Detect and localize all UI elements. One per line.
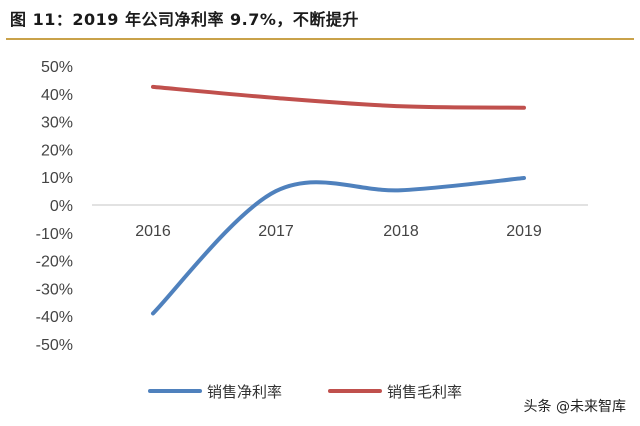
- legend-label-1: 销售净利率: [207, 383, 282, 401]
- legend: 销售净利率 销售毛利率: [148, 383, 462, 401]
- y-tick-label: 50%: [41, 59, 73, 76]
- x-axis: 2016 2017 2018 2019: [135, 223, 542, 240]
- chart-title: 图 11：2019 年公司净利率 9.7%，不断提升: [10, 10, 359, 29]
- y-tick-label: 40%: [41, 87, 73, 104]
- y-axis: 50% 40% 30% 20% 10% 0% -10% -20% -30% -40% -50%: [36, 59, 73, 354]
- x-tick-label: 2016: [135, 223, 171, 240]
- series-group: [151, 84, 526, 316]
- x-tick-label: 2018: [383, 223, 419, 240]
- y-tick-label: 30%: [41, 115, 73, 132]
- series-line-1: [151, 176, 526, 316]
- y-tick-label: 10%: [41, 170, 73, 187]
- x-tick-label: 2019: [506, 223, 542, 240]
- series-line-2: [151, 84, 526, 110]
- watermark: 头条 @未来智库: [521, 396, 628, 416]
- y-tick-label: 0%: [50, 198, 73, 215]
- y-tick-label: -40%: [36, 309, 73, 326]
- y-tick-label: 20%: [41, 142, 73, 159]
- y-tick-label: -30%: [36, 281, 73, 298]
- legend-label-2: 销售毛利率: [387, 383, 462, 401]
- y-tick-label: -50%: [36, 337, 73, 354]
- y-tick-label: -20%: [36, 254, 73, 271]
- title-divider: [6, 38, 634, 40]
- y-tick-label: -10%: [36, 226, 73, 243]
- x-tick-label: 2017: [258, 223, 294, 240]
